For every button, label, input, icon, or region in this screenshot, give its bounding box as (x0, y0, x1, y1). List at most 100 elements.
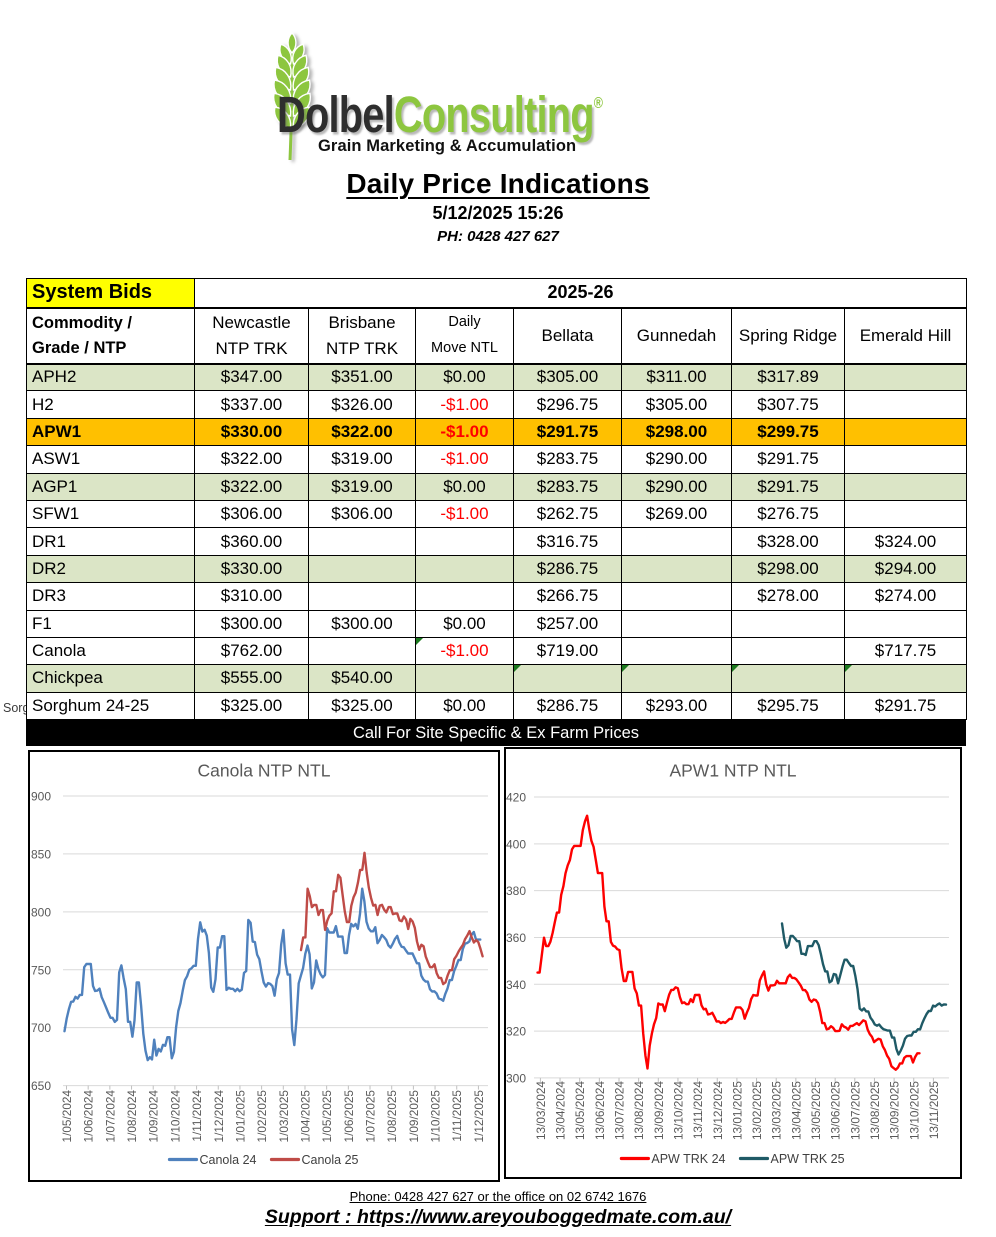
price-cell (308, 636, 416, 666)
commodity-cell: H2 (26, 390, 195, 419)
chart-title: Canola NTP NTL (198, 761, 331, 781)
brand-secondary: Consulting (393, 86, 595, 143)
x-tick-label: 13/09/2024 (652, 1081, 666, 1140)
x-tick-label: 1/11/2024 (190, 1090, 204, 1142)
comment-marker-icon (732, 665, 739, 673)
column-header-line: Daily (448, 314, 481, 331)
price-cell: $325.00 (194, 691, 309, 721)
price-cell: $347.00 (194, 362, 309, 392)
column-header: Spring Ridge (731, 307, 845, 365)
y-tick-label: 380 (506, 884, 526, 898)
column-header: Bellata (513, 307, 622, 365)
x-tick-label: 1/06/2024 (82, 1090, 96, 1143)
price-cell: $291.75 (843, 691, 968, 721)
chart-panel-apw1: 420 400 380 360 340 320 300 13/03/2024 13/04/202… (504, 747, 962, 1179)
price-cell: $299.75 (731, 417, 845, 447)
price-cell: $283.75 (513, 472, 622, 501)
price-cell: $290.00 (621, 472, 732, 501)
footer-phone-text: Phone: 0428 427 627 or the office on 02 … (349, 1189, 647, 1204)
legend-label: Canola 24 (199, 1153, 256, 1167)
commodity-cell: DR1 (26, 527, 195, 556)
registered-mark-icon: ® (593, 95, 603, 112)
price-cell (308, 554, 416, 584)
price-cell (843, 472, 968, 501)
page-title: Daily Price Indications (0, 168, 996, 200)
price-cell: $291.75 (513, 417, 622, 447)
wheat-icon (272, 32, 312, 161)
price-cell (415, 527, 514, 556)
price-cell: $296.75 (513, 390, 622, 419)
price-cell: $310.00 (194, 582, 309, 611)
price-cell: $319.00 (308, 472, 416, 501)
price-cell: $330.00 (194, 417, 309, 447)
price-cell: $305.00 (621, 390, 732, 419)
x-tick-label: 13/03/2025 (770, 1081, 784, 1140)
price-cell: -$1.00 (415, 499, 514, 529)
footer-phone: Phone: 0428 427 627 or the office on 02 … (0, 1189, 996, 1204)
chart-legend: Canola 24 Canola 25 (167, 1153, 359, 1167)
commodity-cell: Canola (26, 636, 195, 666)
wheat-icon-part (292, 106, 311, 129)
table-row: Chickpea $555.00 $540.00 (26, 664, 968, 693)
price-cell: -$1.00 (415, 417, 514, 447)
column-header-line: Bellata (541, 325, 594, 345)
x-tick-label: 13/06/2024 (593, 1081, 607, 1140)
wheat-icon-part (287, 32, 297, 55)
y-tick-label: 850 (31, 847, 51, 861)
column-header-line: Newcastle (212, 313, 291, 332)
table-row: AGP1 $322.00 $319.00 $0.00 $283.75 $290.00 $29… (26, 472, 968, 501)
x-tick-label: 13/10/2025 (907, 1081, 921, 1140)
price-cell (843, 609, 968, 638)
footer-support-link[interactable]: Support : https://www.areyouboggedmate.c… (0, 1206, 996, 1229)
commodity-cell: APH2 (26, 362, 195, 392)
price-cell: $283.75 (513, 445, 622, 474)
price-cell: $293.00 (621, 691, 732, 721)
table-row: Sorghum 24-25 $325.00 $325.00 $0.00 $286.75 $… (26, 691, 968, 721)
price-cell: $0.00 (415, 472, 514, 501)
column-header: Gunnedah (621, 307, 732, 365)
price-cell: $262.75 (513, 499, 622, 529)
price-cell (843, 445, 968, 474)
price-cell (308, 582, 416, 611)
column-header: Brisbane NTP TRK (308, 307, 416, 365)
y-tick-label: 320 (506, 1025, 526, 1039)
commodity-cell: APW1 (26, 417, 195, 447)
x-tick-label: 13/10/2024 (671, 1081, 685, 1140)
y-tick-label: 900 (31, 790, 51, 804)
price-cell (843, 499, 968, 529)
price-cell: $360.00 (194, 527, 309, 556)
comment-marker-icon (622, 665, 629, 673)
commodity-cell: DR2 (26, 554, 195, 584)
price-cell: $322.00 (194, 445, 309, 474)
y-tick-label: 800 (31, 905, 51, 919)
price-cell: $0.00 (415, 609, 514, 638)
season-header: 2025-26 (193, 278, 968, 309)
price-cell: $286.75 (513, 691, 622, 721)
table-row: Canola $762.00 -$1.00 $719.00 $717.75 (26, 636, 968, 666)
price-cell (843, 390, 968, 419)
table-body: System Bids 2025-26 Commodity / Grade / NTP… (26, 278, 968, 721)
column-header-line: Grade / NTP (32, 338, 127, 357)
x-tick-label: 13/03/2024 (534, 1081, 548, 1140)
price-cell: $269.00 (621, 499, 732, 529)
footer-support-text[interactable]: Support : https://www.areyouboggedmate.c… (264, 1206, 732, 1228)
price-cell (843, 362, 968, 392)
column-header-line: NTP TRK (325, 338, 399, 358)
page-title-text: Daily Price Indications (346, 168, 650, 199)
x-tick-label: 1/05/2025 (320, 1090, 334, 1143)
table-row: H2 $337.00 $326.00 -$1.00 $296.75 $305.00 $307… (26, 390, 968, 419)
price-cell: $306.00 (308, 499, 416, 529)
commodity-cell: F1 (26, 609, 195, 638)
x-tick-label: 13/04/2025 (789, 1081, 803, 1140)
price-cell: $351.00 (308, 362, 416, 392)
x-tick-label: 1/03/2025 (277, 1090, 291, 1143)
x-tick-label: 13/01/2025 (730, 1081, 744, 1140)
price-cell: $278.00 (731, 582, 845, 611)
x-tick-label: 13/09/2025 (888, 1081, 902, 1140)
report-phone: PH: 0428 427 627 (437, 228, 559, 245)
x-tick-label: 1/07/2025 (364, 1090, 378, 1143)
comment-marker-icon (514, 665, 521, 673)
column-header-line: Emerald Hill (859, 325, 952, 345)
table-row: ASW1 $322.00 $319.00 -$1.00 $283.75 $290.00 $2… (26, 445, 968, 474)
price-cell (621, 582, 732, 611)
